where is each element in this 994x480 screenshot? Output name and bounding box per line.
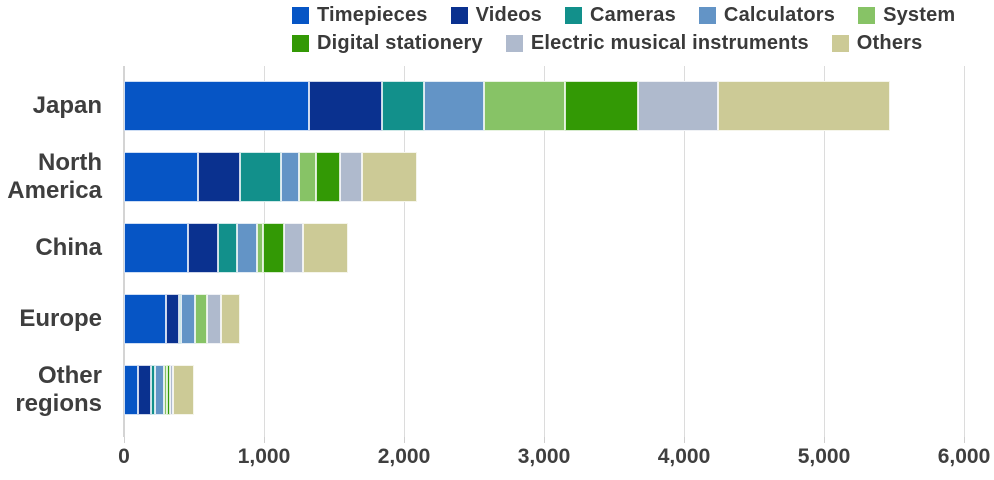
legend-label: Digital stationery [317,31,483,54]
legend-swatch-icon [292,6,309,24]
segment-electric-musical-instruments [339,152,362,202]
segment-videos [308,81,382,131]
legend-swatch-icon [565,6,583,24]
x-tick-label: 1,000 [237,445,291,468]
segment-timepieces [124,152,199,202]
segment-digital-stationery [565,81,638,131]
bar-other-regions [124,365,194,415]
segment-cameras [381,81,424,131]
x-tick-label: 4,000 [657,445,711,468]
segment-electric-musical-instruments [637,81,718,131]
segment-system [483,81,565,131]
legend-row-1: Timepieces Videos Cameras Calculators System [292,1,994,29]
segment-others [303,223,348,273]
segment-calculators [154,365,164,415]
legend-swatch-icon [858,6,876,24]
tick-mark [403,437,405,443]
x-tick-label: 0 [118,445,130,468]
chart-legend: Timepieces Videos Cameras Calculators System… [292,1,994,57]
legend-item: Timepieces [292,4,428,27]
tick-mark [824,437,825,443]
segment-calculators [237,223,257,273]
legend-label: Cameras [590,3,676,26]
segment-cameras [178,294,182,344]
legend-swatch-icon [450,6,468,24]
tick-mark [683,437,685,443]
legend-label: Timepieces [317,3,428,26]
segment-system [195,294,207,344]
segment-system [299,152,316,202]
legend-label: Calculators [723,3,836,26]
category-label: Japan [32,92,102,120]
gridline [964,66,965,437]
segment-others [362,152,417,202]
segment-digital-stationery [315,152,340,202]
legend-item: Videos [450,3,543,27]
segment-timepieces [124,365,138,415]
x-tick-label: 2,000 [377,445,431,468]
segment-system [257,223,263,273]
legend-label: Electric musical instruments [530,31,809,54]
segment-timepieces [124,294,166,344]
segment-timepieces [124,223,189,273]
segment-cameras [150,365,155,415]
x-tick-label: 3,000 [517,445,571,468]
bar-china [124,223,348,273]
segment-videos [166,294,179,344]
segment-electric-musical-instruments [170,365,173,415]
gridline [683,66,685,437]
legend-swatch-icon [292,34,309,52]
category-label: Other regions [15,362,102,417]
category-label: North America [7,149,102,204]
segment-digital-stationery [166,365,171,415]
segment-videos [188,223,218,273]
segment-others [717,81,890,131]
plot-area [123,66,965,443]
x-tick-label: 5,000 [797,445,851,468]
legend-row-2: Digital stationery Electric musical instr… [292,29,994,57]
segment-videos [138,365,151,415]
segment-system [163,365,167,415]
legend-swatch-icon [698,6,716,24]
tick-mark [544,437,545,443]
bar-japan [124,81,890,131]
gridline [824,66,825,437]
segment-calculators [181,294,196,344]
segment-others [220,294,241,344]
legend-item: System [858,4,955,27]
segment-electric-musical-instruments [206,294,221,344]
legend-item: Others [831,31,923,55]
segment-cameras [240,152,281,202]
legend-label: System [883,3,956,26]
gridline [403,66,405,437]
x-tick-label: 6,000 [937,445,991,468]
segment-cameras [217,223,238,273]
segment-calculators [280,152,299,202]
category-label: China [35,234,102,262]
segment-calculators [423,81,484,131]
legend-item: Calculators [698,3,836,27]
bar-north-america [124,152,417,202]
tick-mark [964,437,965,443]
bar-europe [124,294,241,344]
legend-swatch-icon [505,34,523,52]
segment-others [172,365,194,415]
tick-mark [124,437,125,443]
tick-mark [263,437,265,443]
legend-label: Videos [475,3,543,26]
legend-item: Electric musical instruments [505,31,809,55]
segment-videos [198,152,241,202]
x-axis-tick-labels: 0 1,000 2,000 3,000 4,000 5,000 6,000 [118,445,990,475]
segment-electric-musical-instruments [283,223,304,273]
gridline [544,66,545,437]
legend-label: Others [856,31,923,54]
category-label: Europe [19,305,102,333]
segment-timepieces [124,81,309,131]
legend-item: Digital stationery [292,32,483,55]
legend-swatch-icon [831,34,849,52]
segment-digital-stationery [262,223,284,273]
legend-item: Cameras [565,4,676,27]
